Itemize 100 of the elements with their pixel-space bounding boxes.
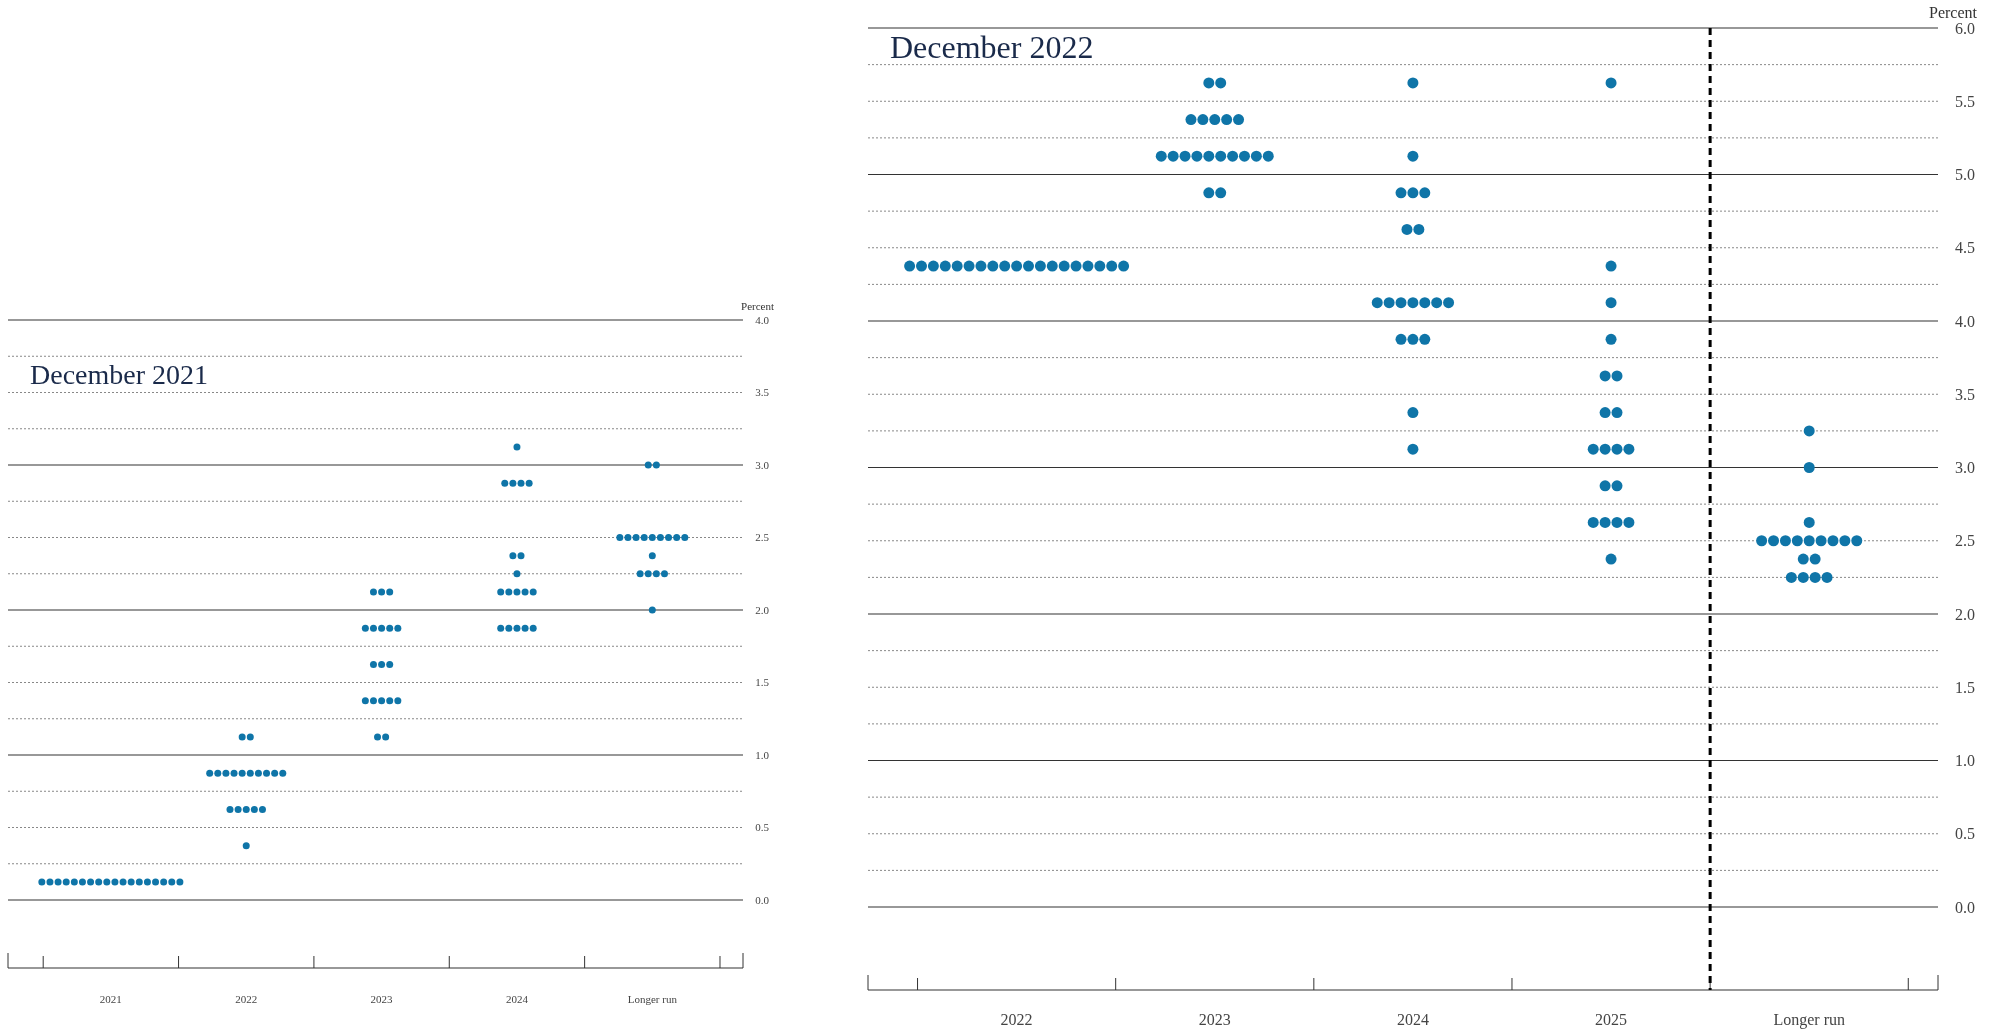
point: [378, 624, 386, 632]
y-tick-label: 2.0: [1955, 605, 1975, 623]
point: [1809, 553, 1821, 565]
point: [250, 805, 258, 813]
point: [394, 624, 402, 632]
point: [1238, 150, 1250, 162]
point: [509, 552, 517, 560]
point: [1118, 260, 1130, 272]
point: [1611, 443, 1623, 455]
y-tick-label: 0.0: [755, 893, 770, 906]
point: [529, 588, 537, 596]
point: [1082, 260, 1094, 272]
point: [1803, 462, 1815, 473]
point: [1791, 535, 1803, 547]
point: [1034, 260, 1046, 272]
y-tick-label: 2.5: [1955, 532, 1975, 550]
point: [1401, 223, 1413, 235]
point: [1623, 443, 1635, 455]
point: [1431, 297, 1443, 309]
point: [1227, 150, 1239, 162]
point: [999, 260, 1011, 272]
point: [1599, 370, 1611, 382]
point: [1395, 187, 1407, 199]
point: [378, 697, 386, 705]
point: [1419, 187, 1431, 199]
point: [1419, 333, 1431, 345]
point: [673, 534, 681, 541]
point: [513, 570, 521, 578]
chart-title: December 2022: [890, 29, 1094, 65]
point: [361, 697, 369, 705]
point: [1756, 535, 1768, 547]
point: [497, 588, 505, 596]
point: [206, 769, 214, 777]
point: [1419, 297, 1431, 309]
point: [46, 878, 54, 886]
x-tick-label: 2024: [505, 993, 529, 1005]
point: [1395, 333, 1407, 345]
point: [234, 805, 242, 813]
y-tick-label: 4.0: [1955, 312, 1975, 330]
point: [135, 878, 143, 886]
point: [1106, 260, 1118, 272]
point: [382, 733, 390, 741]
point: [1203, 77, 1215, 89]
point: [1605, 297, 1617, 309]
point: [54, 878, 62, 886]
point: [1611, 516, 1623, 528]
point: [1587, 516, 1599, 528]
y-tick-label: 0.0: [1955, 898, 1975, 916]
x-tick-label: 2023: [1198, 1011, 1231, 1028]
point: [119, 878, 127, 886]
point: [517, 552, 525, 560]
x-tick-label: 2021: [99, 993, 122, 1005]
text: December 2021: [30, 359, 209, 390]
y-tick-label: 0.5: [755, 821, 770, 834]
point: [378, 588, 386, 596]
point: [1407, 150, 1419, 162]
x-tick-label: 2022: [1000, 1011, 1033, 1028]
point: [1611, 480, 1623, 492]
point: [648, 534, 656, 541]
point: [1599, 443, 1611, 455]
y-axis-title: Percent: [741, 300, 774, 312]
point: [38, 878, 46, 886]
point: [1094, 260, 1106, 272]
point: [513, 624, 521, 632]
point: [975, 260, 987, 272]
point: [1809, 571, 1821, 583]
point: [1155, 150, 1167, 162]
point: [111, 878, 119, 886]
point: [951, 260, 963, 272]
point: [1605, 333, 1617, 345]
point: [1179, 150, 1191, 162]
y-tick-label: 5.5: [1955, 92, 1975, 110]
point: [1443, 297, 1455, 309]
point: [1803, 425, 1815, 437]
point: [1611, 370, 1623, 382]
point: [369, 588, 377, 596]
point: [1215, 187, 1227, 199]
point: [513, 443, 521, 451]
point: [386, 624, 394, 632]
point: [1839, 535, 1851, 547]
point: [1821, 571, 1833, 583]
point: [1815, 535, 1827, 547]
point: [509, 479, 517, 487]
point: [505, 624, 513, 632]
point: [62, 878, 70, 886]
y-tick-label: 1.5: [755, 676, 770, 689]
point: [1599, 407, 1611, 419]
point: [70, 878, 78, 886]
point: [1262, 150, 1274, 162]
y-axis-title: Percent: [1929, 4, 1978, 21]
point: [152, 878, 160, 886]
point: [394, 697, 402, 705]
point: [665, 534, 673, 541]
point: [279, 769, 287, 777]
point: [238, 769, 246, 777]
point: [1803, 516, 1815, 528]
point: [246, 733, 254, 741]
point: [1797, 553, 1809, 565]
y-tick-label: 6.0: [1955, 19, 1975, 37]
point: [361, 624, 369, 632]
